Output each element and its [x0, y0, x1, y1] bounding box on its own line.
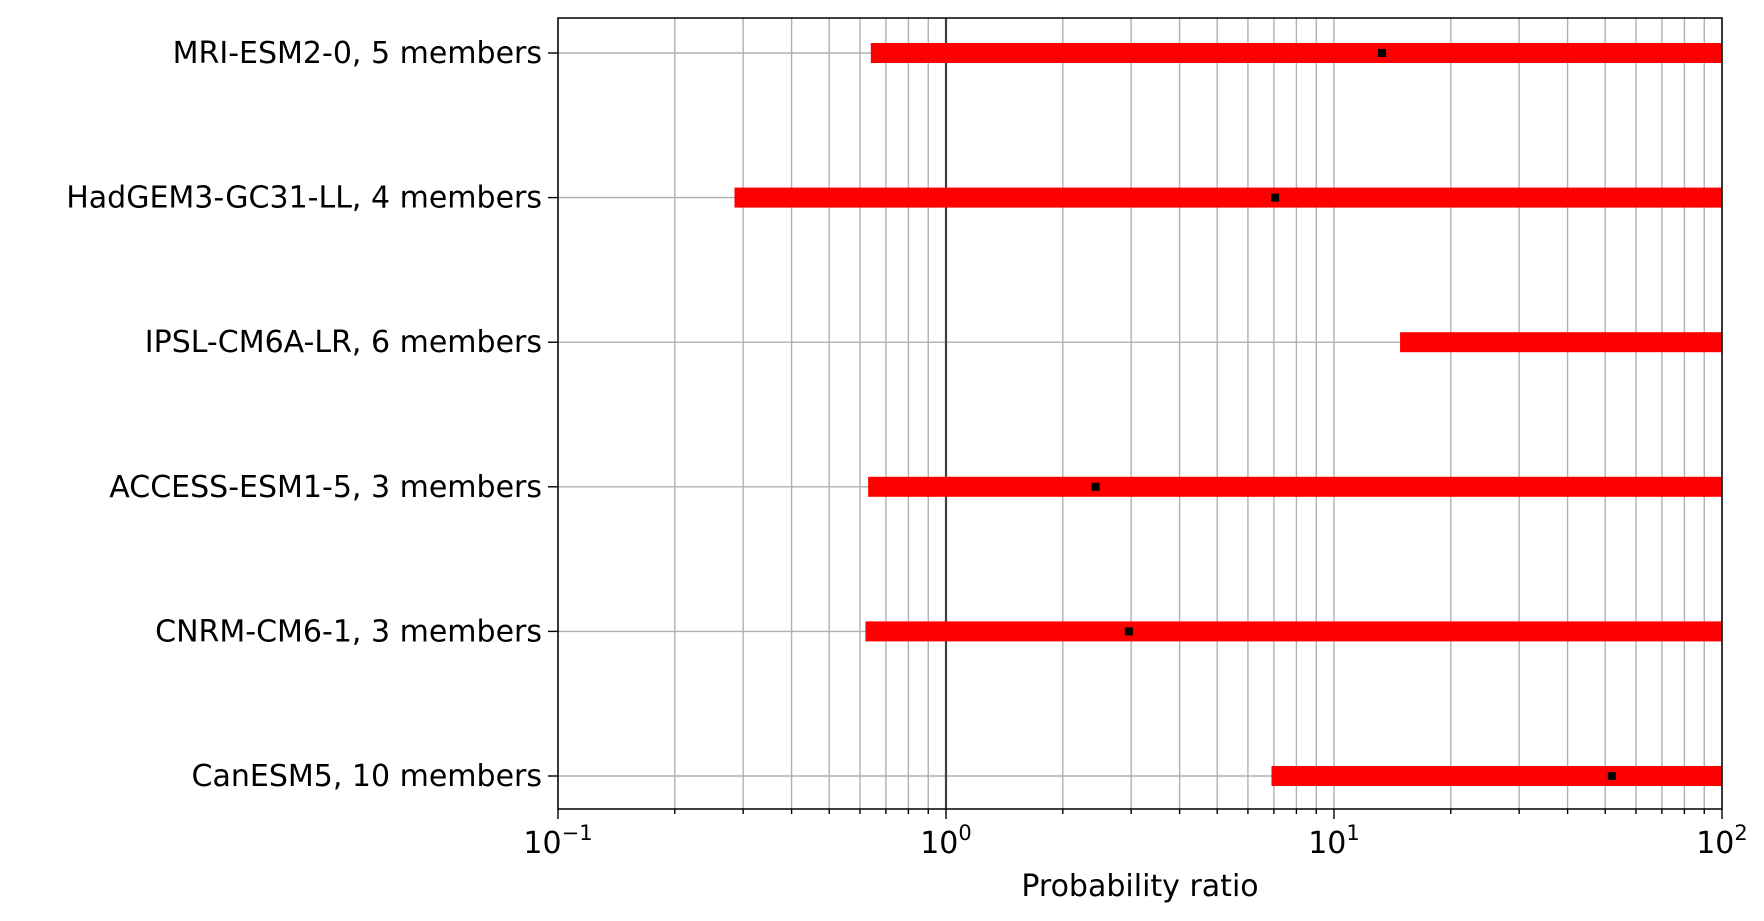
x-tick-label: 102	[1696, 821, 1748, 861]
category-label: CNRM-CM6-1, 3 members	[155, 614, 542, 649]
y-axis-category-labels: MRI-ESM2-0, 5 members HadGEM3-GC31-LL, 4 …	[66, 36, 542, 794]
plot-frame	[557, 17, 1723, 810]
range-bar	[1271, 766, 1722, 786]
range-bar	[868, 476, 1722, 497]
x-axis-label: Probability ratio	[1021, 869, 1258, 904]
range-bar	[865, 621, 1722, 642]
category-label: IPSL-CM6A-LR, 6 members	[145, 325, 542, 360]
best-estimate-marker	[1607, 772, 1616, 780]
best-estimate-marker	[1091, 482, 1100, 491]
best-estimate-marker	[1378, 49, 1387, 57]
range-bar	[734, 187, 1722, 208]
grid-lines	[557, 18, 1723, 809]
range-bar	[870, 43, 1722, 63]
x-tick-label: 100	[920, 821, 972, 861]
x-axis-ticks: 10−1 100 101 102	[523, 52, 1748, 861]
best-estimate-markers	[1091, 49, 1616, 780]
category-label: ACCESS-ESM1-5, 3 members	[109, 470, 542, 505]
category-label: CanESM5, 10 members	[192, 759, 542, 794]
x-tick-label: 101	[1308, 821, 1360, 861]
best-estimate-marker	[1271, 193, 1280, 202]
category-label: MRI-ESM2-0, 5 members	[173, 36, 542, 71]
range-bar	[1400, 332, 1722, 353]
category-label: HadGEM3-GC31-LL, 4 members	[66, 181, 542, 216]
best-estimate-marker	[1124, 627, 1133, 636]
range-bars	[734, 43, 1722, 786]
x-tick-label: 10−1	[523, 821, 592, 861]
